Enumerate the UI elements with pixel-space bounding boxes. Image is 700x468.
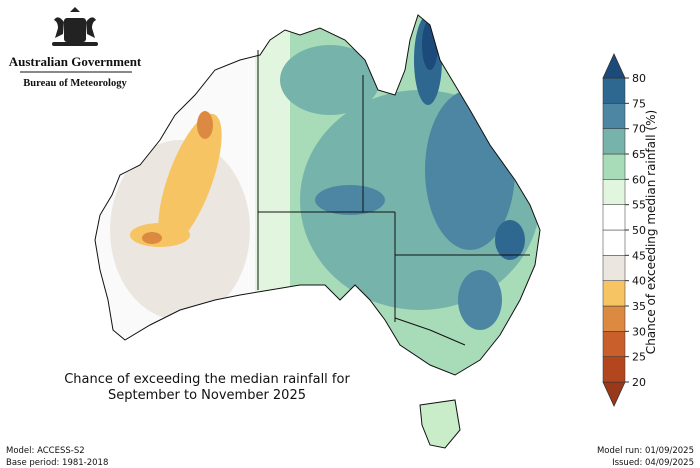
colorbar-bin — [602, 128, 626, 155]
colorbar-label: Chance of exceeding median rainfall (%) — [644, 110, 658, 354]
agency: Australian Government — [9, 54, 142, 69]
footer-text: Model: ACCESS-S2 — [6, 446, 85, 456]
colorbar-extension — [602, 53, 626, 79]
colorbar-tick-label: 40 — [632, 275, 646, 288]
colorbar-tick-label: 60 — [632, 173, 646, 186]
colorbar-tick-label: 75 — [632, 97, 646, 110]
map-title: Chance of exceeding the median rainfall … — [64, 372, 350, 387]
colorbar: 20 25 30 35 40 45 50 55 60 65 70 75 80 — [602, 53, 646, 407]
colorbar-extension — [602, 381, 626, 407]
colorbar-tick-label: 55 — [632, 199, 646, 212]
colorbar-tick-label: 65 — [632, 148, 646, 161]
borders — [94, 14, 541, 449]
colorbar-bin — [602, 153, 626, 180]
colorbar-bin — [602, 204, 626, 231]
colorbar-tick-label: 70 — [632, 123, 646, 136]
colorbar-bin — [602, 356, 626, 383]
map-title: September to November 2025 — [108, 388, 306, 403]
colorbar-bin — [602, 305, 626, 332]
colorbar-bin — [602, 280, 626, 307]
footer-text: Base period: 1981-2018 — [6, 458, 108, 468]
colorbar-bin — [602, 331, 626, 357]
coat-of-arms — [52, 7, 98, 46]
colorbar-tick-label: 35 — [632, 300, 646, 313]
colorbar-tick-label: 20 — [632, 376, 646, 389]
colorbar-bin — [602, 77, 626, 104]
bureau: Bureau of Meteorology — [23, 78, 127, 89]
colorbar-bin — [602, 103, 626, 129]
colorbar-tick-label: 45 — [632, 249, 646, 262]
colorbar-tick-label: 80 — [632, 72, 646, 85]
colorbar-tick-label: 30 — [632, 325, 646, 338]
colorbar-tick-label: 25 — [632, 351, 646, 364]
colorbar-bin — [602, 229, 626, 256]
colorbar-bin — [602, 255, 626, 281]
colorbar-tick-label: 50 — [632, 224, 646, 237]
footer-text: Issued: 04/09/2025 — [612, 458, 694, 468]
footer-text: Model run: 01/09/2025 — [597, 446, 694, 456]
colorbar-bin — [602, 179, 626, 205]
